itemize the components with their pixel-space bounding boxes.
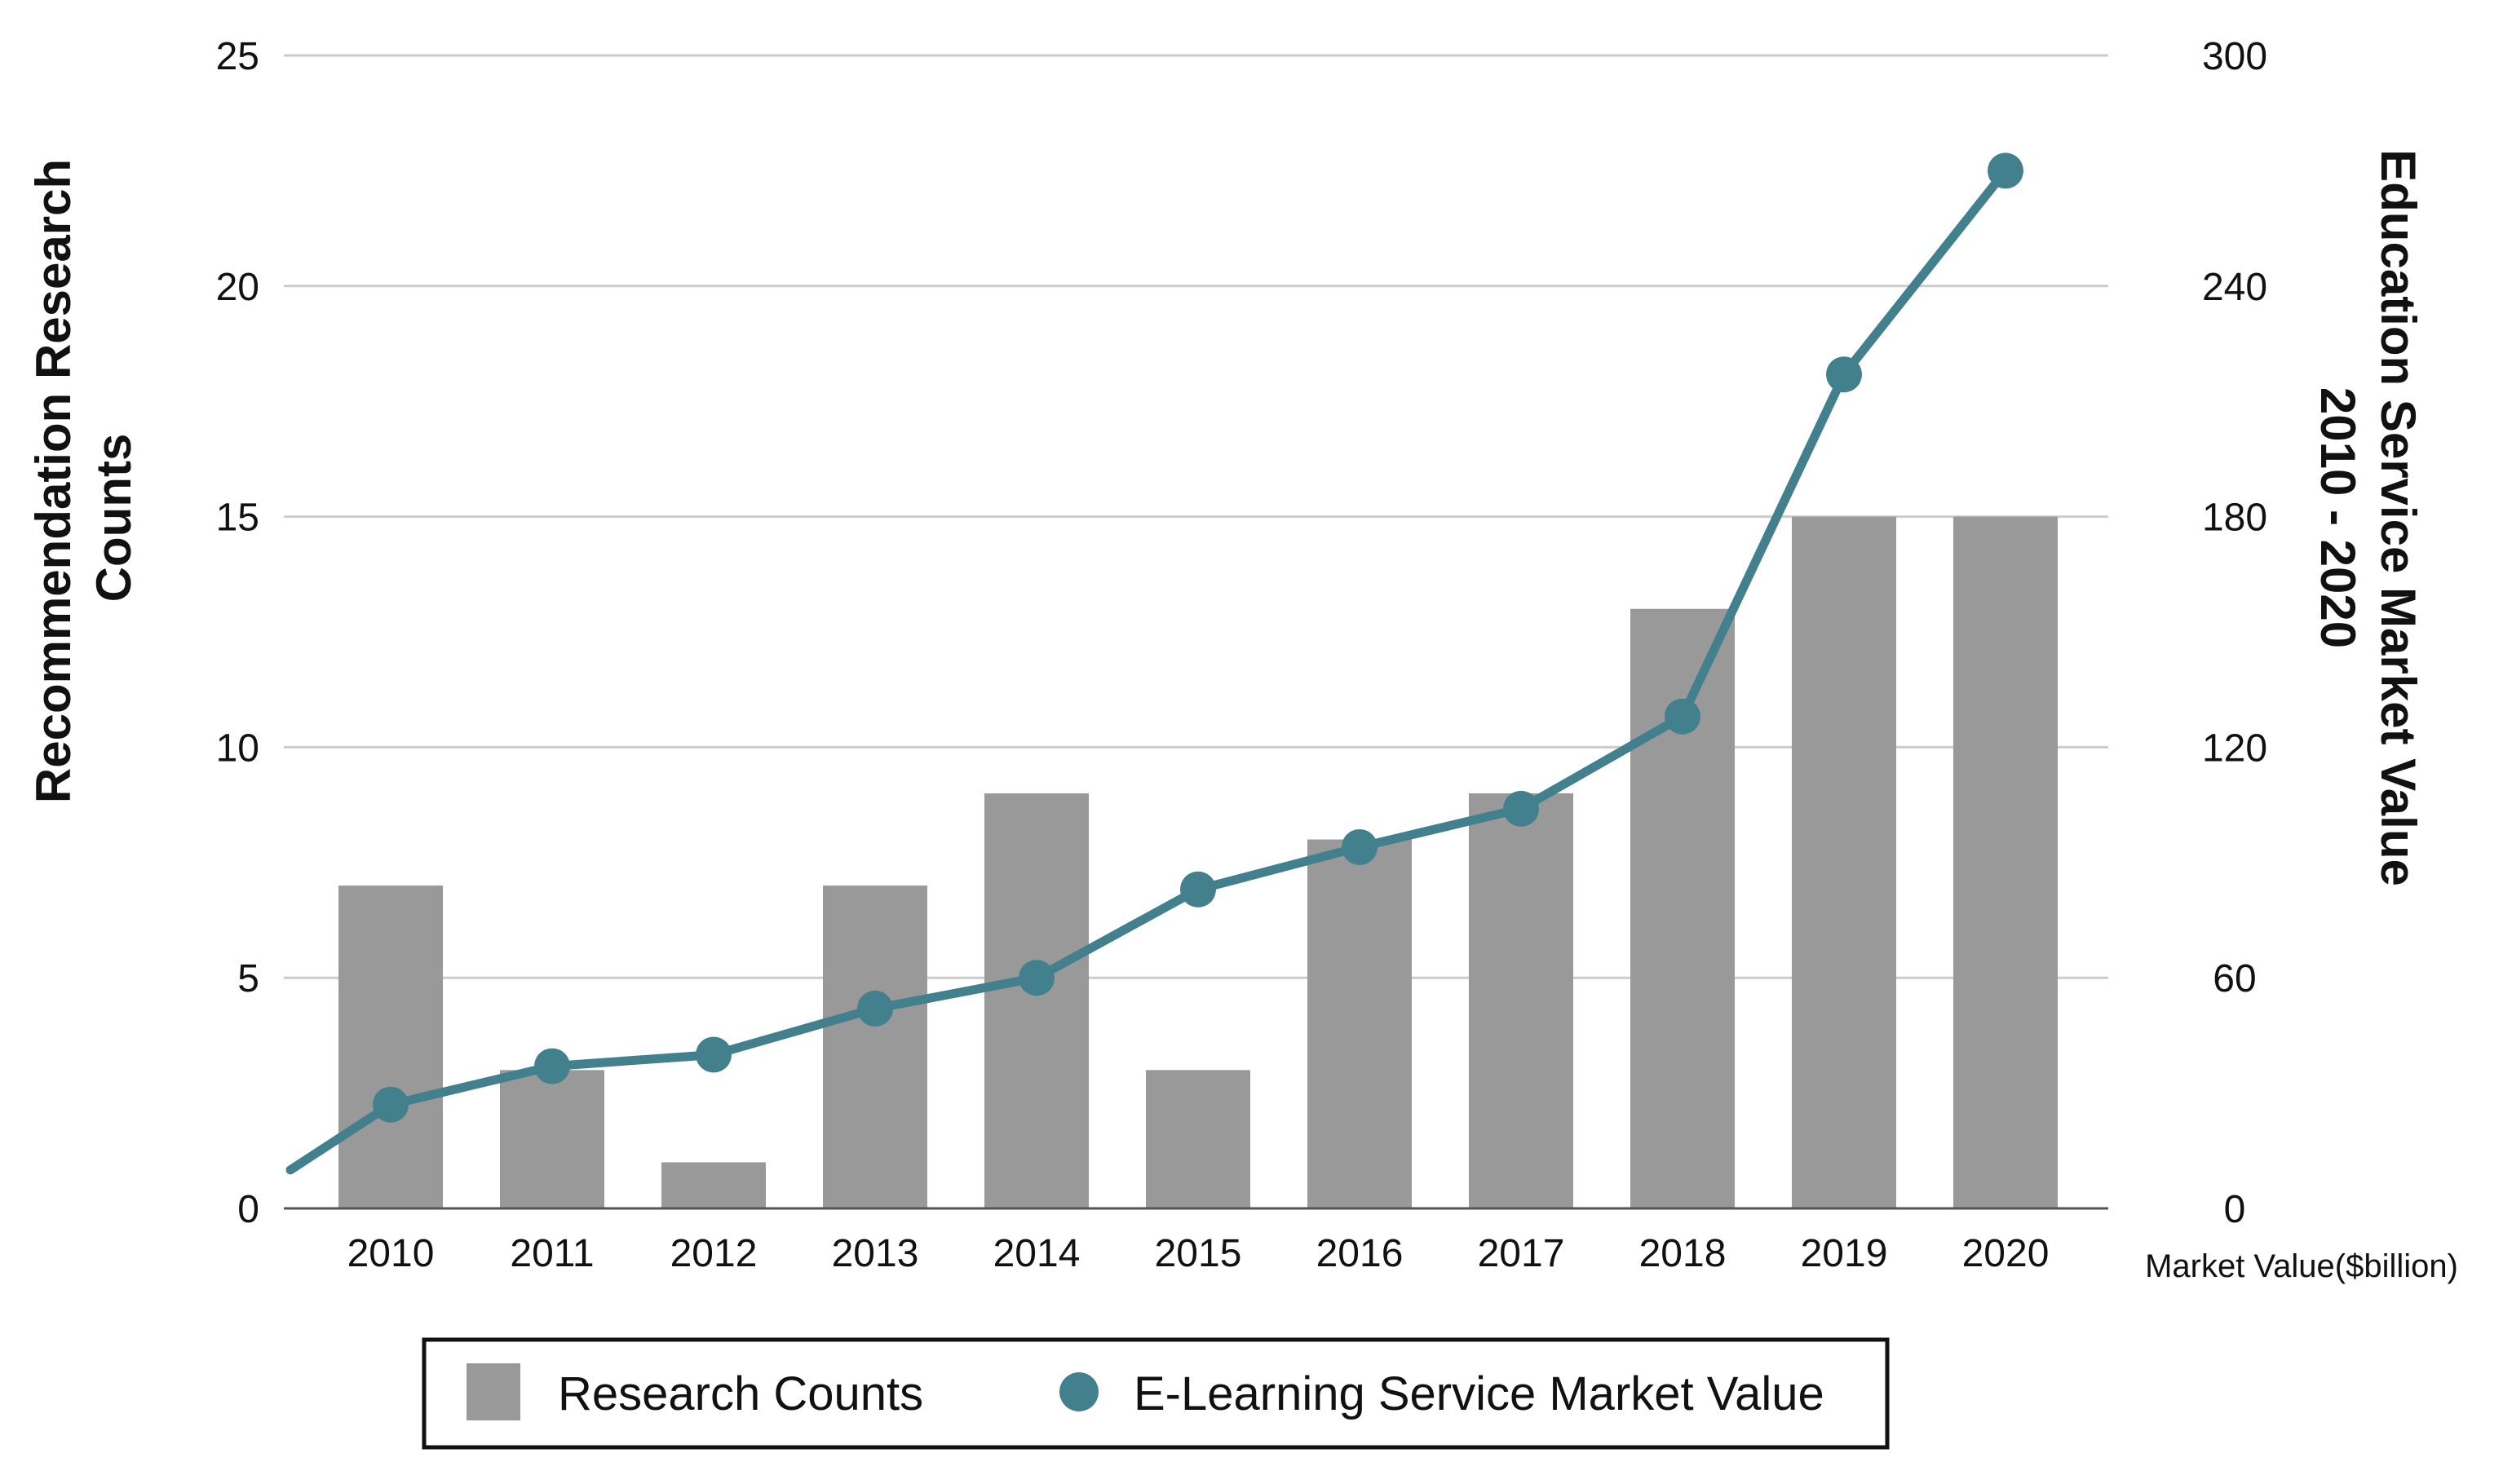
left-tick-label: 0 [237, 1188, 259, 1231]
x-tick-label: 2018 [1639, 1232, 1727, 1275]
right-tick-label: 300 [2202, 35, 2267, 78]
bar-2014 [984, 793, 1089, 1208]
line-point-2011 [534, 1048, 570, 1084]
line-point-2015 [1180, 871, 1216, 908]
left-axis-title-line2: Counts [86, 434, 141, 603]
right-axis-title-line2: 2010 - 2020 [2311, 387, 2365, 648]
x-axis-ticks: 2010 2011 2012 2013 2014 2015 2016 2017 2018 2019… [347, 1232, 2050, 1275]
bar-2011 [500, 1070, 604, 1208]
left-tick-label: 5 [237, 957, 259, 1000]
bar-2015 [1146, 1070, 1250, 1208]
market-value-line [285, 166, 2010, 1175]
right-tick-label: 240 [2202, 266, 2267, 309]
line-series [285, 152, 2023, 1175]
x-tick-label: 2013 [832, 1232, 919, 1275]
bar-2016 [1307, 839, 1412, 1208]
left-tick-label: 10 [216, 727, 259, 770]
legend-box [422, 1337, 1890, 1450]
bar-2010 [338, 886, 443, 1208]
x-tick-label: 2014 [993, 1232, 1081, 1275]
x-tick-label: 2017 [1478, 1232, 1565, 1275]
x-tick-label: 2015 [1155, 1232, 1242, 1275]
legend-line-marker [1059, 1372, 1099, 1411]
left-tick-label: 25 [216, 35, 259, 78]
right-tick-label: 180 [2202, 497, 2267, 540]
x-tick-label: 2016 [1316, 1232, 1404, 1275]
legend: Research Counts E-Learning Service Marke… [422, 1337, 1890, 1450]
bar-2012 [661, 1162, 766, 1208]
right-axis-unit-label: Market Value($billion) [2145, 1248, 2458, 1284]
bar-2020 [1953, 516, 2058, 1208]
bar-series [338, 516, 2058, 1208]
line-point-2018 [1665, 698, 1700, 735]
line-point-2010 [373, 1086, 409, 1123]
right-tick-label: 120 [2202, 727, 2267, 770]
line-point-2014 [1019, 960, 1055, 996]
x-tick-label: 2019 [1801, 1232, 1888, 1275]
right-axis-title-line1: Education Service Market Value [2371, 149, 2426, 886]
x-tick-label: 2010 [347, 1232, 435, 1275]
right-tick-label: 0 [2224, 1188, 2246, 1231]
line-point-2020 [1988, 152, 2023, 189]
left-axis-title-line1: Recommendation Research [26, 159, 81, 803]
legend-bar-swatch [467, 1363, 520, 1420]
legend-line-label: E-Learning Service Market Value [1134, 1367, 1824, 1420]
line-point-2013 [857, 990, 893, 1027]
left-tick-label: 20 [216, 266, 259, 309]
line-point-2019 [1826, 356, 1862, 393]
x-tick-label: 2020 [1962, 1232, 2050, 1275]
left-axis-ticks: 0 5 10 15 20 25 [216, 35, 259, 1231]
bar-2017 [1469, 793, 1573, 1208]
legend-bar-label: Research Counts [558, 1367, 923, 1420]
line-point-2016 [1342, 828, 1378, 865]
left-tick-label: 15 [216, 497, 259, 540]
right-tick-label: 60 [2213, 957, 2256, 1000]
right-axis-ticks: 0 60 120 180 240 300 [2202, 35, 2267, 1231]
x-tick-label: 2011 [510, 1232, 594, 1275]
bar-2013 [823, 886, 927, 1208]
bar-2019 [1792, 516, 1896, 1208]
line-point-2017 [1503, 790, 1539, 827]
x-tick-label: 2012 [670, 1232, 758, 1275]
line-point-2012 [696, 1036, 732, 1073]
